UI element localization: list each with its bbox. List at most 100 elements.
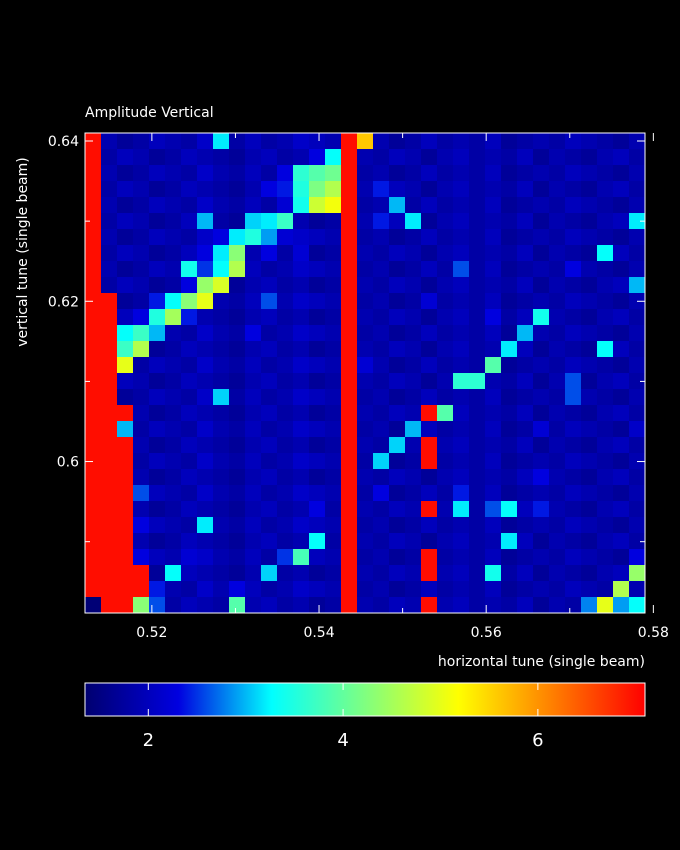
heatmap-cell xyxy=(357,133,374,150)
heatmap-cell xyxy=(261,149,278,166)
heatmap-cell xyxy=(197,245,214,262)
heatmap-cell xyxy=(485,373,502,390)
heatmap-cell xyxy=(277,421,294,438)
heatmap-cell xyxy=(501,373,518,390)
heatmap-cell xyxy=(629,181,646,198)
heatmap-cell xyxy=(629,485,646,502)
heatmap-cell xyxy=(549,373,566,390)
heatmap-cell xyxy=(293,373,310,390)
heatmap-cell xyxy=(149,325,166,342)
heatmap-cell xyxy=(485,181,502,198)
heatmap-cell xyxy=(581,357,598,374)
heatmap-cell xyxy=(421,373,438,390)
heatmap-cell xyxy=(261,517,278,534)
heatmap-cell xyxy=(581,325,598,342)
heatmap-cell xyxy=(213,165,230,182)
heatmap-cell xyxy=(453,181,470,198)
heatmap-cell xyxy=(565,325,582,342)
heatmap-cell xyxy=(453,469,470,486)
heatmap-cell xyxy=(117,533,134,550)
heatmap-cell xyxy=(453,549,470,566)
heatmap-cell xyxy=(357,197,374,214)
heatmap-cell xyxy=(149,245,166,262)
heatmap-cell xyxy=(389,181,406,198)
heatmap-cell xyxy=(117,469,134,486)
heatmap-cell xyxy=(181,469,198,486)
heatmap-cell xyxy=(501,549,518,566)
heatmap-cell xyxy=(149,533,166,550)
heatmap-cell xyxy=(549,165,566,182)
heatmap-cell xyxy=(229,277,246,294)
heatmap-cell xyxy=(405,549,422,566)
heatmap-cell xyxy=(149,165,166,182)
heatmap-cell xyxy=(517,149,534,166)
heatmap-cell xyxy=(117,357,134,374)
heatmap-cell xyxy=(261,245,278,262)
heatmap-cell xyxy=(229,517,246,534)
heatmap-cell xyxy=(229,165,246,182)
heatmap-cell xyxy=(181,325,198,342)
heatmap-cell xyxy=(549,229,566,246)
heatmap-cell xyxy=(149,309,166,326)
heatmap-cell xyxy=(613,197,630,214)
heatmap-cell xyxy=(197,213,214,230)
heatmap-cell xyxy=(213,309,230,326)
heatmap-cell xyxy=(501,389,518,406)
heatmap-cell xyxy=(613,357,630,374)
heatmap-cell xyxy=(453,405,470,422)
heatmap-cell xyxy=(261,213,278,230)
heatmap-cell xyxy=(549,597,566,614)
colorbar-tick-label: 6 xyxy=(532,730,543,751)
heatmap-cell xyxy=(85,389,102,406)
heatmap-cell xyxy=(373,293,390,310)
heatmap-cell xyxy=(373,549,390,566)
heatmap-cell xyxy=(373,453,390,470)
heatmap-cell xyxy=(181,245,198,262)
heatmap-cell xyxy=(277,485,294,502)
heatmap-cell xyxy=(357,389,374,406)
heatmap-cell xyxy=(197,469,214,486)
heatmap-cell xyxy=(293,293,310,310)
heatmap-cell xyxy=(533,325,550,342)
heatmap-cell xyxy=(277,453,294,470)
heatmap-cell xyxy=(629,389,646,406)
heatmap-cell xyxy=(101,421,118,438)
heatmap-cell xyxy=(309,501,326,518)
heatmap-cell xyxy=(517,245,534,262)
heatmap-cell xyxy=(533,213,550,230)
heatmap-cell xyxy=(453,341,470,358)
heatmap-cell xyxy=(261,341,278,358)
heatmap-cell xyxy=(165,437,182,454)
heatmap-cell xyxy=(197,453,214,470)
heatmap-cell xyxy=(581,437,598,454)
heatmap-cell xyxy=(181,213,198,230)
heatmap-cell xyxy=(149,453,166,470)
heatmap-cell xyxy=(453,229,470,246)
heatmap-cell xyxy=(373,421,390,438)
heatmap-cell xyxy=(117,421,134,438)
heatmap-cell xyxy=(197,357,214,374)
heatmap-cell xyxy=(357,229,374,246)
heatmap-cell xyxy=(629,357,646,374)
heatmap-cell xyxy=(117,565,134,582)
heatmap-cell xyxy=(85,485,102,502)
heatmap-cell xyxy=(197,485,214,502)
heatmap-cell xyxy=(133,261,150,278)
heatmap-cell xyxy=(469,485,486,502)
heatmap-cell xyxy=(293,165,310,182)
heatmap-cell xyxy=(245,437,262,454)
heatmap-cell xyxy=(581,389,598,406)
heatmap-cell xyxy=(597,373,614,390)
heatmap-cell xyxy=(485,245,502,262)
heatmap-cell xyxy=(597,389,614,406)
heatmap-cell xyxy=(357,597,374,614)
heatmap-cell xyxy=(421,437,438,454)
heatmap-cell xyxy=(85,533,102,550)
heatmap-cell xyxy=(565,277,582,294)
heatmap-cell xyxy=(469,517,486,534)
heatmap-cell xyxy=(165,197,182,214)
heatmap-cell xyxy=(229,581,246,598)
heatmap-cell xyxy=(245,389,262,406)
heatmap-cell xyxy=(149,405,166,422)
heatmap-cell xyxy=(549,261,566,278)
